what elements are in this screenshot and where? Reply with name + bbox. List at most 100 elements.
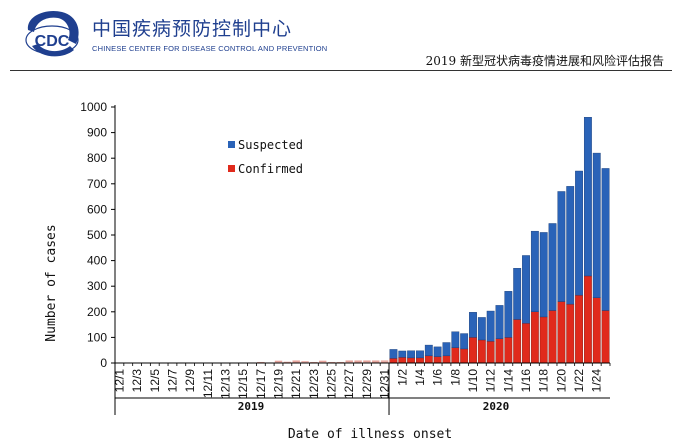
bar-suspected-1/12 bbox=[486, 310, 495, 342]
epidemic-curve-chart: 12/1 12/3 12/5 12/7 12/9 12/11 12/13 12/15 12/17… bbox=[44, 100, 611, 442]
x-tick-label-12/21: 12/21 bbox=[289, 369, 303, 399]
svg-text:CDC: CDC bbox=[35, 33, 70, 50]
bar-suspected-1/14 bbox=[504, 291, 513, 338]
bar-suspected-12/31 bbox=[380, 360, 389, 362]
legend-swatch-confirmed bbox=[228, 165, 235, 172]
bar-confirmed-1/7 bbox=[442, 355, 451, 364]
bar-suspected-1/17 bbox=[530, 230, 539, 313]
x-tick-label-12/15: 12/15 bbox=[236, 369, 250, 399]
bar-confirmed-1/25 bbox=[601, 310, 610, 364]
bar-confirmed-1/23 bbox=[583, 275, 592, 364]
bar-suspected-12/24 bbox=[319, 360, 327, 363]
bar-suspected-12/19 bbox=[274, 360, 283, 363]
x-tick-label-12/29: 12/29 bbox=[360, 369, 374, 399]
y-tick-label-1000: 1000 bbox=[80, 100, 107, 114]
bar-suspected-1/4 bbox=[416, 350, 424, 359]
x-tick-label-12/3: 12/3 bbox=[130, 369, 144, 393]
bar-suspected-1/5 bbox=[424, 344, 433, 357]
bar-suspected-1/7 bbox=[442, 342, 451, 357]
bar-confirmed-1/2 bbox=[398, 357, 407, 364]
y-tick-label-500: 500 bbox=[87, 228, 107, 242]
bar-suspected-12/22 bbox=[301, 361, 309, 363]
x-tick-label-1/16: 1/16 bbox=[519, 369, 533, 393]
bar-suspected-1/6 bbox=[433, 346, 442, 357]
bar-confirmed-12/21 bbox=[292, 361, 300, 363]
y-tick-label-0: 0 bbox=[100, 356, 107, 370]
bar-confirmed-1/3 bbox=[407, 357, 416, 364]
cdc-logo: CDC bbox=[25, 10, 79, 57]
bar-confirmed-1/9 bbox=[460, 348, 469, 364]
y-tick-label-900: 900 bbox=[87, 126, 107, 140]
bar-confirmed-1/20 bbox=[557, 301, 566, 364]
bar-suspected-1/1 bbox=[389, 349, 398, 359]
bar-suspected-12/23 bbox=[310, 361, 318, 363]
bar-suspected-12/20 bbox=[283, 361, 292, 363]
bar-suspected-1/24 bbox=[592, 152, 601, 298]
x-tick-label-12/13: 12/13 bbox=[218, 369, 232, 399]
year-label-2020: 2020 bbox=[483, 400, 510, 413]
x-tick-label-1/18: 1/18 bbox=[537, 369, 551, 393]
bar-suspected-1/20 bbox=[557, 191, 566, 302]
bar-confirmed-1/21 bbox=[566, 303, 575, 364]
bar-confirmed-1/1 bbox=[389, 358, 398, 364]
bar-confirmed-1/4 bbox=[416, 357, 424, 364]
x-tick-label-12/23: 12/23 bbox=[307, 369, 321, 399]
x-tick-label-1/20: 1/20 bbox=[554, 369, 568, 393]
bar-suspected-12/30 bbox=[372, 360, 380, 362]
legend-label-suspected: Suspected bbox=[238, 138, 303, 152]
x-tick-label-1/6: 1/6 bbox=[431, 369, 445, 386]
x-tick-label-1/8: 1/8 bbox=[448, 369, 462, 386]
y-tick-label-300: 300 bbox=[87, 279, 107, 293]
bar-suspected-12/21 bbox=[292, 360, 300, 362]
x-tick-label-12/27: 12/27 bbox=[342, 369, 356, 399]
x-tick-label-1/14: 1/14 bbox=[501, 369, 515, 393]
x-tick-label-12/7: 12/7 bbox=[165, 369, 179, 393]
bar-confirmed-12/30 bbox=[372, 361, 380, 363]
bar-suspected-1/11 bbox=[477, 317, 486, 341]
report-header: CDC 中国疾病预防控制中心 CHINESE CENTER FOR DISEAS… bbox=[0, 0, 680, 72]
bar-suspected-1/9 bbox=[460, 333, 469, 350]
bar-suspected-12/28 bbox=[354, 360, 362, 362]
bar-suspected-12/17 bbox=[257, 361, 265, 363]
chart-legend: Suspected Confirmed bbox=[228, 138, 303, 176]
x-tick-label-12/17: 12/17 bbox=[254, 369, 268, 399]
bar-confirmed-1/12 bbox=[486, 341, 495, 364]
bar-confirmed-1/16 bbox=[522, 323, 530, 364]
y-tick-label-200: 200 bbox=[87, 305, 107, 319]
bar-suspected-1/16 bbox=[522, 255, 530, 324]
bar-series bbox=[115, 117, 610, 364]
bar-confirmed-12/31 bbox=[380, 361, 389, 363]
bar-suspected-1/18 bbox=[539, 232, 548, 318]
year-label-2019: 2019 bbox=[238, 400, 265, 413]
chart-axes bbox=[114, 105, 610, 415]
y-tick-label-100: 100 bbox=[87, 330, 107, 344]
bar-confirmed-1/17 bbox=[530, 311, 539, 364]
y-tick-label-400: 400 bbox=[87, 254, 107, 268]
legend-label-confirmed: Confirmed bbox=[238, 162, 303, 176]
x-tick-label-1/24: 1/24 bbox=[590, 369, 604, 393]
bar-suspected-12/26 bbox=[336, 361, 345, 363]
bar-confirmed-1/14 bbox=[504, 337, 513, 364]
bar-confirmed-1/18 bbox=[539, 316, 548, 364]
header-divider bbox=[10, 70, 672, 71]
bar-suspected-1/13 bbox=[495, 305, 504, 339]
bar-suspected-12/25 bbox=[327, 361, 336, 363]
organization-name-en: CHINESE CENTER FOR DISEASE CONTROL AND P… bbox=[92, 44, 328, 53]
x-axis-title: Date of illness onset bbox=[288, 427, 452, 442]
legend-swatch-suspected bbox=[228, 141, 235, 148]
bar-confirmed-1/6 bbox=[433, 356, 442, 364]
bar-suspected-1/21 bbox=[566, 186, 575, 305]
x-tick-label-1/4: 1/4 bbox=[413, 369, 427, 386]
x-tick-label-12/19: 12/19 bbox=[272, 369, 286, 399]
x-tick-label-12/5: 12/5 bbox=[148, 369, 162, 393]
bar-suspected-1/3 bbox=[407, 350, 416, 359]
bar-confirmed-1/10 bbox=[469, 337, 477, 364]
y-tick-label-600: 600 bbox=[87, 202, 107, 216]
bar-suspected-1/2 bbox=[398, 350, 407, 358]
x-tick-label-12/9: 12/9 bbox=[183, 369, 197, 393]
x-tick-label-1/10: 1/10 bbox=[466, 369, 480, 393]
bar-suspected-1/22 bbox=[575, 170, 583, 296]
bar-suspected-1/19 bbox=[548, 223, 557, 311]
year-group-labels: 2019 2020 bbox=[238, 400, 510, 413]
bar-suspected-1/8 bbox=[451, 331, 460, 348]
